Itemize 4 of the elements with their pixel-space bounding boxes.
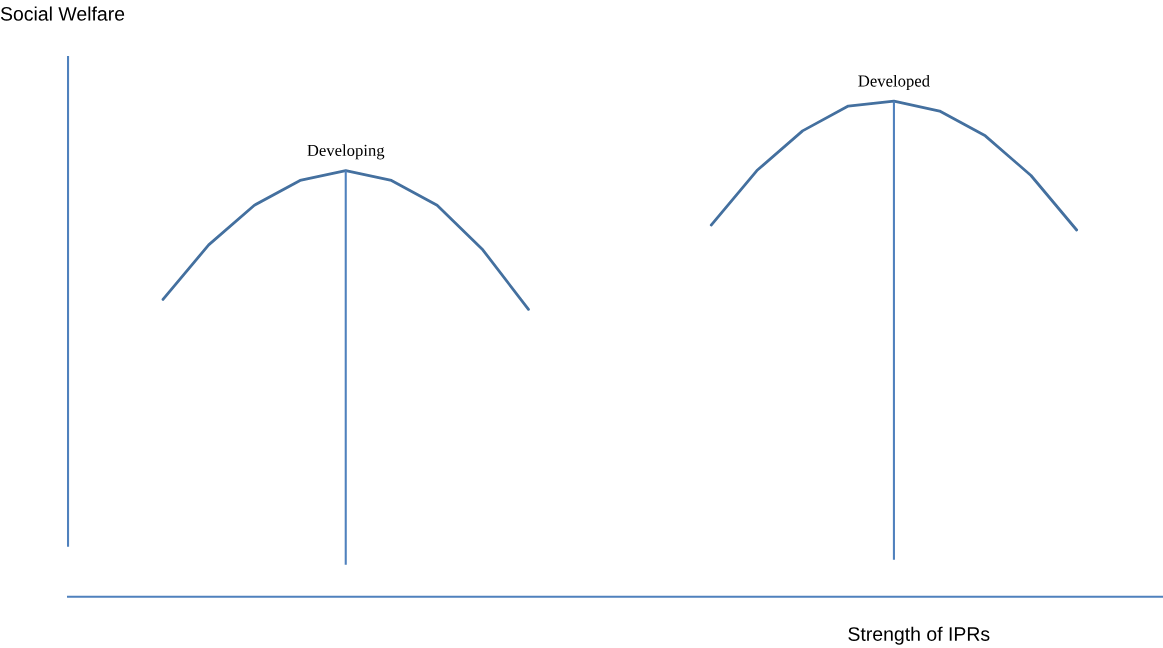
x-axis-title: Strength of IPRs (848, 626, 990, 645)
series-label: Developed (858, 74, 930, 91)
series-label: Developing (307, 144, 385, 160)
y-axis-title: Social Welfare (0, 6, 125, 21)
